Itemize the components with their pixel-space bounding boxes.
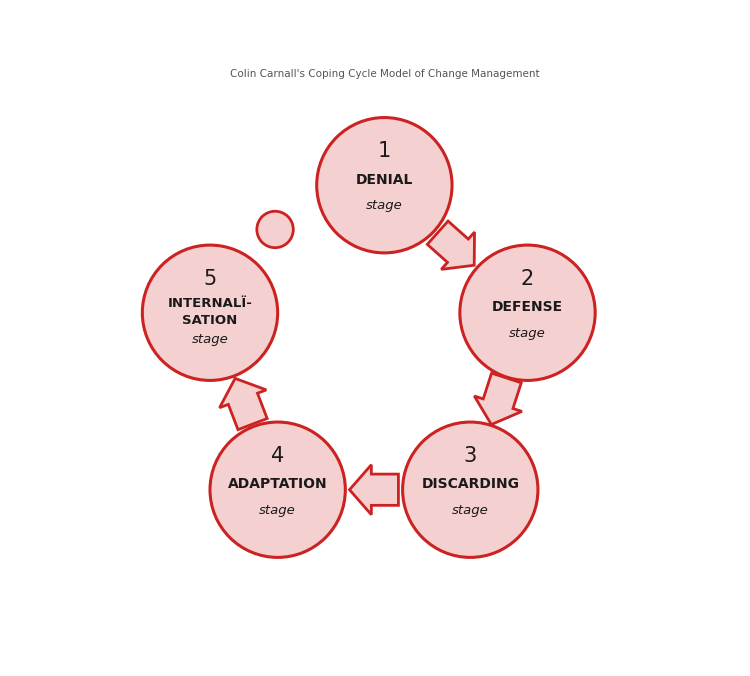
Text: stage: stage bbox=[509, 327, 546, 339]
Circle shape bbox=[460, 245, 596, 381]
Text: stage: stage bbox=[192, 333, 229, 346]
Text: 1: 1 bbox=[378, 141, 391, 162]
Circle shape bbox=[256, 211, 293, 247]
Text: 4: 4 bbox=[271, 446, 284, 466]
Text: SATION: SATION bbox=[182, 314, 238, 327]
Polygon shape bbox=[474, 373, 522, 425]
Circle shape bbox=[403, 422, 538, 558]
Text: DEFENSE: DEFENSE bbox=[492, 300, 563, 314]
Text: Colin Carnall's Coping Cycle Model of Change Management: Colin Carnall's Coping Cycle Model of Ch… bbox=[230, 68, 539, 78]
Circle shape bbox=[210, 422, 345, 558]
Circle shape bbox=[142, 245, 278, 381]
Text: stage: stage bbox=[260, 504, 296, 516]
Text: 5: 5 bbox=[203, 269, 217, 289]
Text: 3: 3 bbox=[464, 446, 477, 466]
Polygon shape bbox=[220, 379, 267, 430]
Text: stage: stage bbox=[366, 199, 403, 212]
Polygon shape bbox=[427, 221, 475, 269]
Text: INTERNALÏ-: INTERNALÏ- bbox=[167, 297, 253, 310]
Text: stage: stage bbox=[452, 504, 489, 516]
Circle shape bbox=[316, 118, 452, 253]
Text: DENIAL: DENIAL bbox=[356, 173, 413, 187]
Text: 2: 2 bbox=[521, 269, 534, 289]
Polygon shape bbox=[350, 464, 398, 514]
Text: DISCARDING: DISCARDING bbox=[422, 477, 519, 491]
Text: ADAPTATION: ADAPTATION bbox=[228, 477, 328, 491]
